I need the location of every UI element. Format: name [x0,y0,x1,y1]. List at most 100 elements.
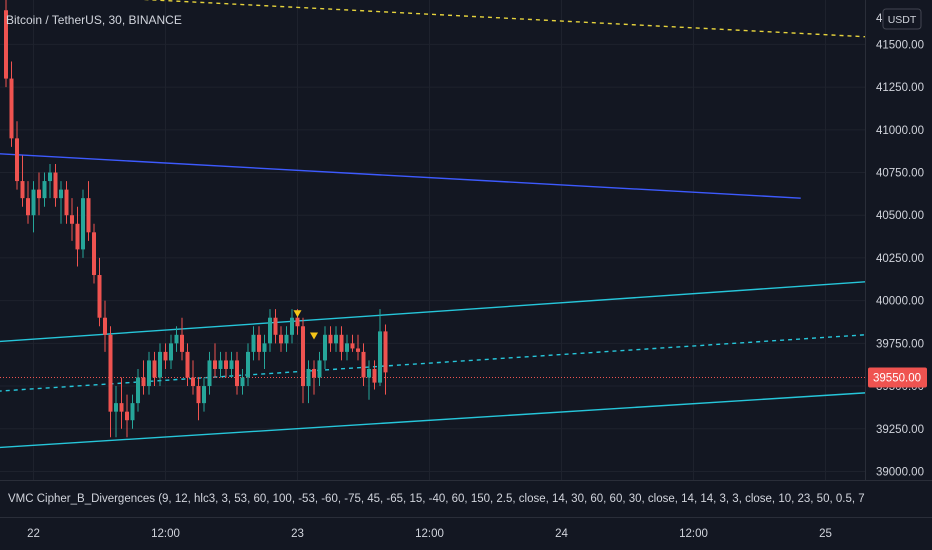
candle-body [328,334,333,344]
candle-up[interactable] [130,394,135,429]
price-tick-label: 40250.00 [876,253,924,265]
candle-up[interactable] [284,326,289,352]
candle-up[interactable] [246,343,250,387]
candle-down[interactable] [119,377,124,429]
candle-body [4,10,8,79]
candle-down[interactable] [141,360,146,395]
candle-down[interactable] [350,334,355,352]
candle-up[interactable] [345,334,349,361]
candle-down[interactable] [328,326,333,352]
candle-up[interactable] [218,351,223,378]
candle-body [306,368,311,387]
candle-down[interactable] [9,61,14,147]
candle-down[interactable] [301,317,305,404]
time-tick-label: 25 [819,528,832,540]
candle-up[interactable] [169,334,173,369]
candle-down[interactable] [235,351,239,395]
candle-up[interactable] [367,360,371,400]
symbol-title[interactable]: Bitcoin / TetherUS, 30, BINANCE [6,13,182,27]
candle-up[interactable] [81,189,85,258]
candle-down[interactable] [64,181,69,224]
candle-down[interactable] [185,343,190,387]
candle-down[interactable] [279,326,283,352]
candle-up[interactable] [240,368,245,395]
candle-up[interactable] [229,351,234,378]
candle-down[interactable] [191,360,195,395]
candle-down[interactable] [125,394,129,438]
candle-body [240,377,245,387]
candle-body [59,189,63,199]
candle-up[interactable] [262,334,267,369]
candle-up[interactable] [59,181,63,224]
candle-down[interactable] [15,121,19,190]
line-yellow_dotted [141,0,866,38]
time-axis[interactable]: 22 12:00 23 12:00 24 12:00 25 [27,528,832,540]
candle-down[interactable] [26,181,30,224]
candle-body [301,326,305,387]
candle-down[interactable] [152,351,157,387]
candle-body [81,198,85,250]
candle-down[interactable] [361,343,366,387]
candle-down[interactable] [224,351,228,378]
candle-body [48,172,52,182]
current-price-text: 39550.00 [873,373,921,385]
candle-down[interactable] [108,326,113,438]
candle-down[interactable] [356,334,360,361]
candle-up[interactable] [158,343,162,387]
candle-down[interactable] [4,0,8,88]
candle-up[interactable] [334,326,338,352]
candle-up[interactable] [31,181,36,233]
candle-body [130,403,135,421]
candle-body [42,181,47,199]
candle-up[interactable] [147,351,151,395]
candles-layer[interactable] [4,0,388,438]
candle-down[interactable] [273,309,278,344]
candle-up[interactable] [306,360,311,404]
candle-down[interactable] [20,155,25,207]
candle-down[interactable] [196,377,201,421]
candle-down[interactable] [312,360,316,395]
grid-layer [0,0,865,480]
candle-up[interactable] [207,351,212,395]
time-tick-label: 12:00 [151,528,180,540]
candle-down[interactable] [180,317,184,361]
candle-up[interactable] [136,368,140,412]
candle-up[interactable] [268,309,272,352]
candle-up[interactable] [114,386,118,438]
candle-down[interactable] [97,257,102,327]
candle-up[interactable] [48,163,52,199]
candle-down[interactable] [163,343,168,369]
candle-up[interactable] [251,326,256,361]
candle-down[interactable] [86,181,91,241]
time-tick-label: 24 [555,528,568,540]
candle-up[interactable] [290,309,294,344]
candle-down[interactable] [213,343,217,378]
candle-down[interactable] [53,163,58,207]
candle-up[interactable] [317,351,322,387]
candle-up[interactable] [378,309,382,387]
candle-body [213,360,217,369]
candle-down[interactable] [257,326,261,361]
candle-up[interactable] [42,172,47,207]
candle-down[interactable] [37,172,41,216]
price-tick-label: 41250.00 [876,82,924,94]
candle-body [218,360,223,369]
candle-body [114,403,118,412]
candle-down[interactable] [372,360,377,390]
candle-down[interactable] [75,206,80,267]
candle-up[interactable] [202,377,206,412]
price-axis[interactable]: 39000.0039250.0039500.0039750.0040000.00… [865,0,928,480]
candle-down[interactable] [92,223,96,284]
candle-down[interactable] [339,326,344,361]
candle-up[interactable] [174,326,179,352]
candle-body [262,343,267,352]
currency-badge[interactable]: USDT [882,8,922,30]
candle-body [229,360,234,369]
candle-down[interactable] [383,324,388,395]
time-tick-label: 22 [27,528,40,540]
candle-down[interactable] [103,300,107,352]
candle-down[interactable] [70,198,74,241]
price-tick-partial: 4 [876,13,883,25]
candle-up[interactable] [323,326,327,369]
